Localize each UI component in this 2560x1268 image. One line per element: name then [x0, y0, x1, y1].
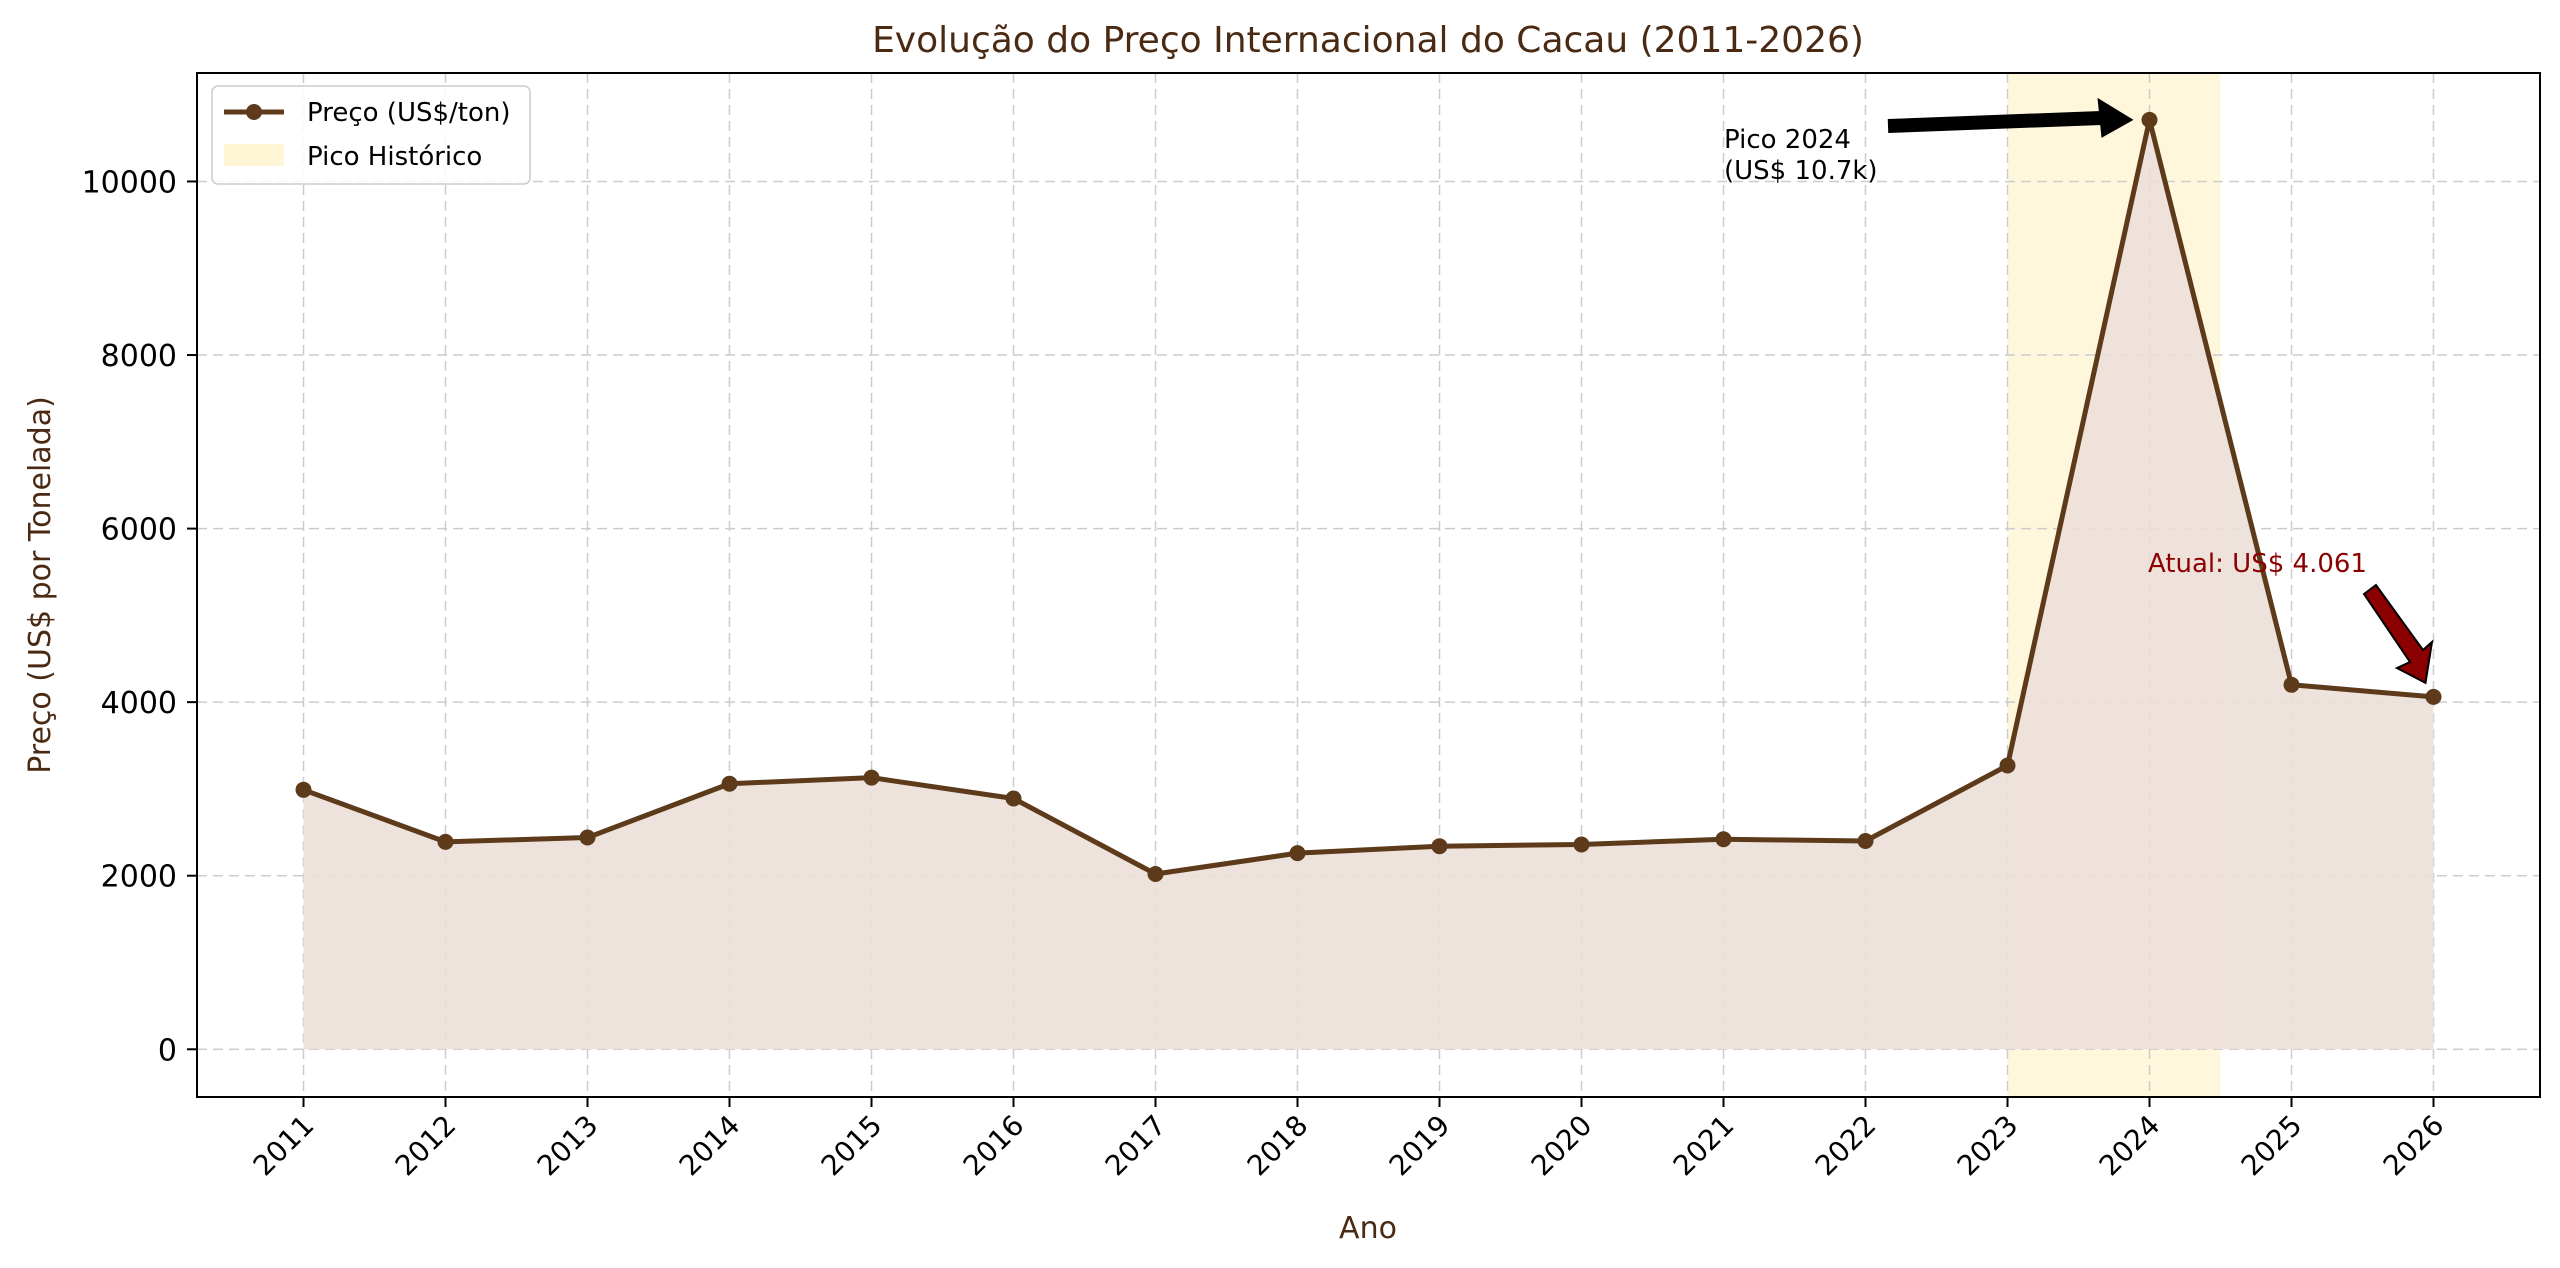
data-point-2016 — [1005, 790, 1022, 807]
data-point-2011 — [295, 781, 312, 798]
x-tick-label: 2022 — [1809, 1109, 1883, 1183]
x-tick-label: 2023 — [1951, 1109, 2025, 1183]
data-point-2019 — [1431, 838, 1448, 855]
y-tick-label: 10000 — [82, 165, 177, 200]
price-series-line — [302, 117, 2434, 877]
x-tick-label: 2025 — [2235, 1109, 2309, 1183]
data-point-2015 — [863, 769, 880, 786]
x-axis-label: Ano — [1339, 1211, 1397, 1246]
y-tick-label: 2000 — [101, 860, 177, 895]
data-point-2020 — [1573, 836, 1590, 853]
y-tick-label: 0 — [158, 1033, 177, 1068]
price-area-fill — [303, 119, 2434, 1050]
x-tick-label: 2024 — [2093, 1109, 2167, 1183]
legend-box — [211, 85, 531, 185]
chart-title: Evolução do Preço Internacional do Cacau… — [872, 20, 1864, 61]
y-axis-label: Preço (US$ por Tonelada) — [23, 396, 58, 774]
y-tick-label: 4000 — [101, 686, 177, 721]
x-tick-label: 2018 — [1241, 1109, 1315, 1183]
x-tick-label: 2026 — [2377, 1109, 2451, 1183]
x-tick-label: 2014 — [673, 1109, 747, 1183]
data-point-2014 — [721, 775, 738, 792]
plot-frame — [196, 72, 2541, 1098]
data-point-2021 — [1715, 831, 1732, 848]
peak-arrow-head — [2097, 97, 2134, 138]
data-point-2023 — [1999, 757, 2016, 774]
x-tick-label: 2019 — [1383, 1109, 1457, 1183]
x-tick-label: 2015 — [815, 1109, 889, 1183]
y-tick-label: 6000 — [101, 513, 177, 548]
legend-label-peak: Pico Histórico — [307, 142, 482, 172]
data-point-2024 — [2141, 111, 2158, 128]
data-point-2013 — [579, 829, 596, 846]
x-tick-label: 2017 — [1099, 1109, 1173, 1183]
legend-marker-swatch — [246, 104, 262, 120]
x-tick-label: 2020 — [1525, 1109, 1599, 1183]
legend-label-price: Preço (US$/ton) — [307, 98, 511, 128]
data-point-2017 — [1147, 865, 1164, 882]
peak-annotation-text: Pico 2024 (US$ 10.7k) — [1724, 125, 1878, 186]
data-point-2012 — [437, 833, 454, 850]
legend-band-swatch — [224, 144, 284, 166]
x-tick-label: 2012 — [389, 1109, 463, 1183]
peak-arrow-shaft — [1887, 110, 2105, 133]
data-point-2026 — [2425, 688, 2442, 705]
data-point-2018 — [1289, 845, 1306, 862]
x-tick-label: 2016 — [957, 1109, 1031, 1183]
x-tick-label: 2011 — [247, 1109, 321, 1183]
data-point-2025 — [2283, 676, 2300, 693]
current-arrow — [2362, 583, 2434, 685]
y-tick-label: 8000 — [101, 339, 177, 374]
x-tick-label: 2021 — [1667, 1109, 1741, 1183]
data-point-2022 — [1857, 833, 1874, 849]
x-tick-label: 2013 — [531, 1109, 605, 1183]
current-annotation-text: Atual: US$ 4.061 — [2148, 549, 2367, 579]
